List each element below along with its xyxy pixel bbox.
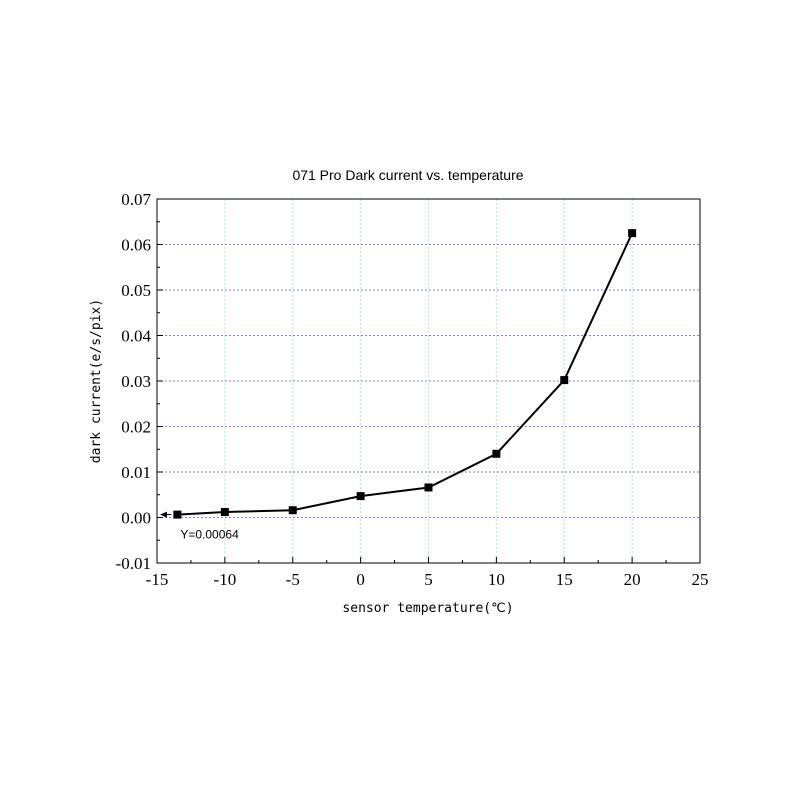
y-tick-label: 0.07	[121, 190, 151, 209]
data-point	[424, 483, 433, 492]
chart-title: 071 Pro Dark current vs. temperature	[292, 167, 523, 183]
y-tick-label: 0.06	[121, 236, 151, 255]
x-tick-label: 25	[692, 570, 709, 589]
x-tick-label: 20	[624, 570, 641, 589]
x-tick-label: 5	[424, 570, 433, 589]
x-tick-label: 10	[488, 570, 505, 589]
annotation-arrowhead	[160, 511, 167, 518]
annotation-layer: Y=0.00064	[160, 511, 239, 542]
data-point	[288, 506, 297, 515]
series-line	[177, 232, 634, 516]
y-tick-label: 0.02	[121, 418, 151, 437]
data-point	[173, 510, 182, 519]
x-tick-label: 15	[556, 570, 573, 589]
x-tick-label: -15	[146, 570, 169, 589]
axis-ticks	[156, 198, 701, 564]
y-tick-label: 0.05	[121, 281, 151, 300]
x-tick-label: -5	[286, 570, 300, 589]
y-tick-label: 0.00	[121, 509, 151, 528]
x-axis-label: sensor temperature(℃)	[342, 601, 513, 616]
annotation-text: Y=0.00064	[180, 528, 239, 542]
data-point	[492, 449, 501, 458]
series-layer	[173, 229, 637, 519]
data-point	[628, 229, 637, 238]
data-point	[356, 492, 365, 501]
data-point	[220, 508, 229, 517]
y-tick-label: 0.01	[121, 463, 151, 482]
y-axis-label: dark current(e/s/pix)	[89, 299, 104, 463]
y-tick-label: -0.01	[116, 554, 151, 573]
y-tick-label: 0.03	[121, 372, 151, 391]
data-point	[560, 376, 569, 385]
tick-labels: -15 -10 -5 0 5 10 15 20 25 -0.01 0.00 0.01 0.02 0.03 0…	[116, 190, 709, 589]
grid-layer	[157, 199, 700, 563]
x-tick-label: -10	[214, 570, 237, 589]
x-tick-label: 0	[356, 570, 365, 589]
y-tick-label: 0.04	[121, 327, 151, 346]
